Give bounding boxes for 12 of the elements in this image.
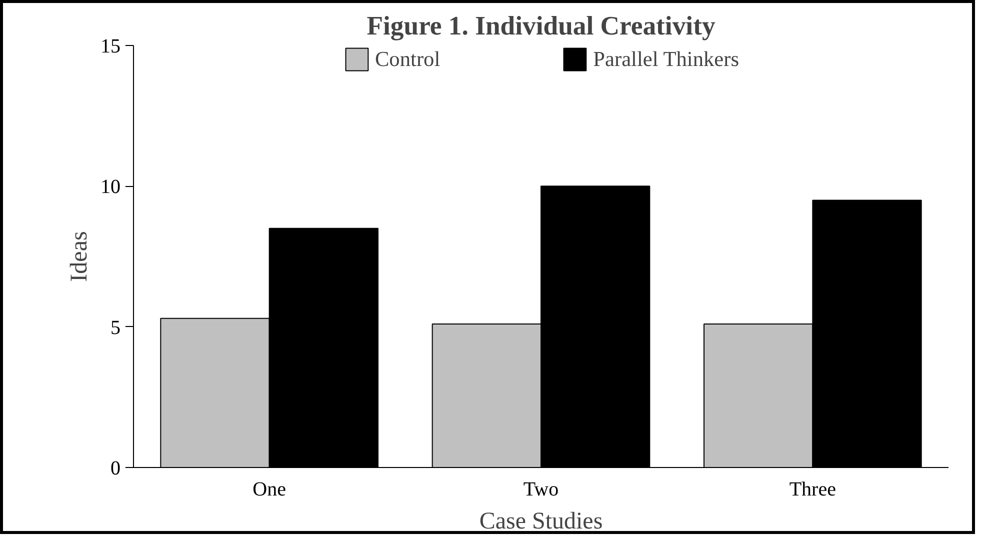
legend-label: Parallel Thinkers [593, 46, 740, 72]
y-tick-label: 5 [110, 316, 120, 339]
chart-title: Figure 1. Individual Creativity [366, 10, 716, 40]
legend-label: Control [374, 46, 440, 72]
x-tick-label: One [252, 478, 286, 500]
x-axis-title: Case Studies [479, 508, 603, 534]
x-tick-label: Three [789, 478, 836, 500]
y-tick-label: 10 [100, 176, 120, 198]
y-tick-label: 15 [100, 36, 120, 58]
x-tick-label: Two [523, 478, 559, 500]
y-axis-title: Ideas [66, 231, 92, 282]
y-tick-label: 0 [110, 458, 120, 480]
